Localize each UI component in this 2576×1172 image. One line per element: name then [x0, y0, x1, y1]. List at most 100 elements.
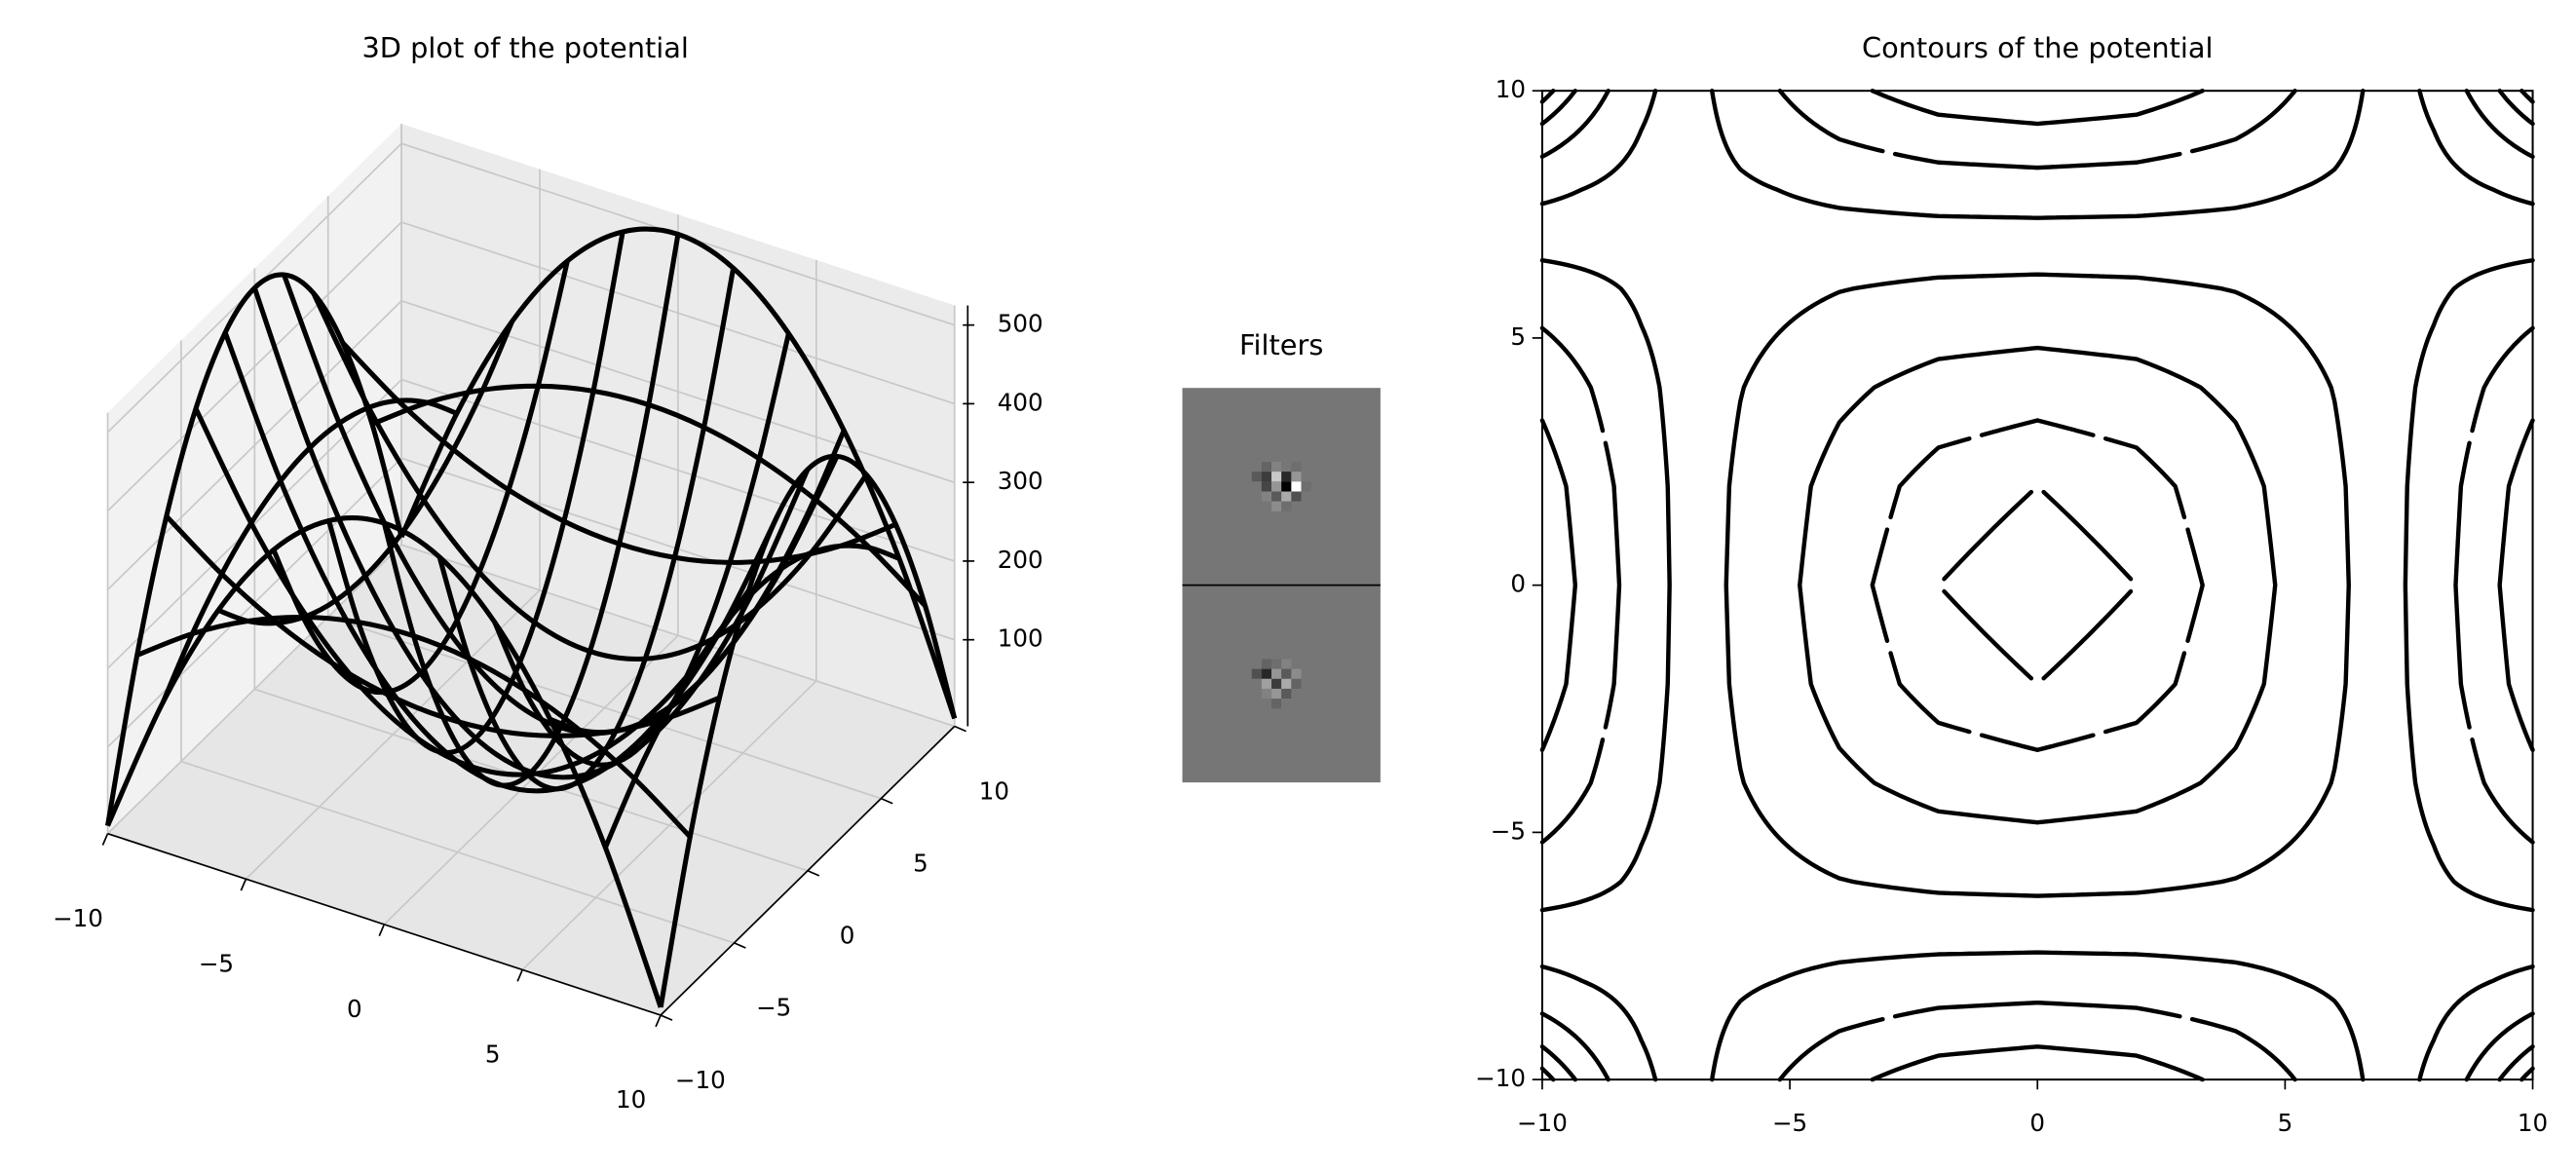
y-tick-label: −5 [1491, 816, 1526, 845]
filter-pixel [1251, 481, 1262, 492]
wire-line [105, 515, 663, 1008]
filter-pixel [1271, 491, 1282, 502]
filter-pixel [1271, 668, 1282, 679]
filter-pixel [1261, 668, 1272, 679]
filter-pixel [1291, 461, 1302, 473]
wire-line [398, 226, 958, 720]
x-tick-label: 5 [2278, 1109, 2293, 1137]
grid-line [180, 760, 735, 944]
filter-pixel [1271, 461, 1282, 473]
contour-line [1539, 88, 2535, 1082]
grid-line [400, 221, 956, 405]
tick-mark [734, 942, 746, 949]
x-tick-label: −5 [1772, 1109, 1807, 1137]
x-tick-label: 5 [485, 1040, 501, 1069]
tick-mark [660, 1014, 673, 1021]
filter-pixel [1281, 659, 1292, 669]
filter-pixel [1291, 481, 1302, 492]
chart-title: Filters [1239, 328, 1323, 361]
grid-line [400, 544, 956, 728]
filter-pixel [1281, 668, 1292, 679]
filter-pixel [1301, 668, 1311, 679]
y-tick-label: 10 [979, 776, 1009, 805]
chart-title: 3D plot of the potential [361, 31, 688, 64]
filter-pixel [1251, 678, 1262, 689]
filter-pixel [1301, 678, 1311, 689]
tick-mark [240, 878, 247, 891]
filter-pixel [1301, 501, 1311, 511]
tick-mark [101, 833, 109, 846]
filter-pixel [1251, 491, 1262, 502]
filter-pixel [1271, 659, 1282, 669]
z-tick-label: 300 [998, 467, 1043, 495]
y-tick-label: −5 [756, 994, 791, 1022]
filter-pixel [1271, 699, 1282, 709]
filter-pixel [1301, 461, 1311, 473]
filter-pixel [1291, 668, 1302, 679]
tick-mark [881, 797, 893, 805]
filter-pixel [1271, 688, 1282, 699]
filter-pixel [1251, 501, 1262, 511]
y-tick-label: −10 [675, 1066, 726, 1094]
grid-line [106, 300, 402, 590]
filter-pixel [1261, 501, 1272, 511]
filter-pixel [1261, 699, 1272, 709]
x-tick-label: −5 [199, 949, 234, 977]
filter-pixel [1281, 461, 1292, 473]
filter-pixel [1251, 688, 1262, 699]
filter-pixel [1251, 699, 1262, 709]
filter-pixel [1261, 659, 1272, 669]
filter-pixel [1251, 472, 1262, 482]
filter-pixel [1291, 659, 1302, 669]
x-tick-label: 10 [2518, 1109, 2548, 1137]
grid-line [106, 378, 402, 669]
filter-pixel [1301, 472, 1311, 482]
x-tick-label: 0 [347, 995, 362, 1023]
filter-pixel [1271, 481, 1282, 492]
wire-line [340, 341, 897, 565]
wire-line [222, 331, 781, 794]
x-tick-label: −10 [53, 904, 103, 932]
tick-mark [655, 1014, 662, 1028]
filter-pixel [1281, 678, 1292, 689]
wire-line [436, 267, 737, 792]
filter-pixel [1251, 668, 1262, 679]
x-tick-label: 10 [616, 1085, 646, 1114]
filter-pixel [1271, 678, 1282, 689]
filter-pixel [1271, 472, 1282, 482]
filter-pixel [1291, 491, 1302, 502]
filter-pixel [1291, 699, 1302, 709]
y-tick-label: −10 [1475, 1064, 1526, 1092]
grid-line [400, 299, 956, 483]
filter-pixel [1301, 688, 1311, 699]
z-tick-label: 400 [998, 388, 1043, 416]
x-tick-label: −10 [1517, 1109, 1568, 1137]
wire-line [251, 286, 811, 780]
filter-pixel [1281, 472, 1292, 482]
wire-line [492, 332, 791, 768]
grid-line [106, 221, 402, 512]
contour-line [1539, 88, 2535, 1082]
contour-line [1539, 88, 2535, 1082]
wire-line [658, 453, 958, 1008]
filter-pixel [1261, 678, 1272, 689]
filter-pixel [1261, 461, 1272, 473]
contour-line [1539, 88, 2535, 1082]
filter-pixel [1281, 481, 1292, 492]
grid-line [327, 616, 882, 800]
filter-pixel [1281, 699, 1292, 709]
filter-pixel [1291, 678, 1302, 689]
filter-pixel [1261, 472, 1272, 482]
tick-mark [378, 924, 386, 937]
filter-pixel [1301, 491, 1311, 502]
y-tick-label: 0 [840, 922, 855, 950]
tick-mark [954, 725, 966, 733]
filter-pixel [1281, 491, 1292, 502]
chart-title: Contours of the potential [1862, 31, 2214, 64]
axes-frame [1540, 90, 2534, 1081]
y-tick-label: 0 [1510, 570, 1526, 598]
filter-pixel [1261, 491, 1272, 502]
wire-line [371, 383, 928, 608]
